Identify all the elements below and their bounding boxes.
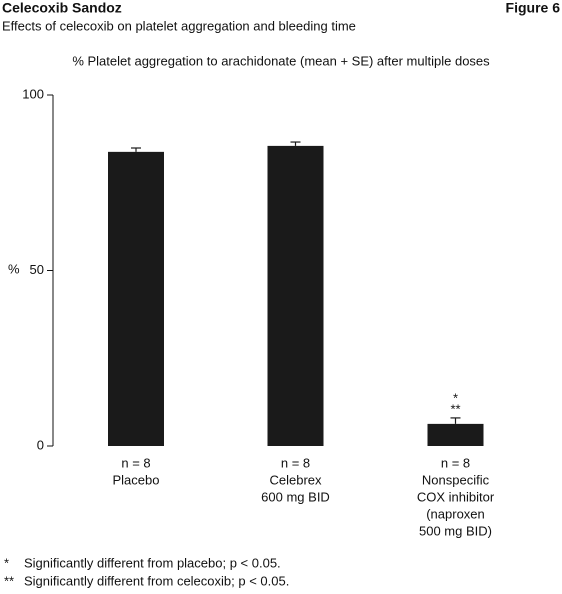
- x-tick-label: n = 8: [441, 455, 470, 470]
- y-tick-label: 0: [37, 437, 44, 452]
- y-tick-label: 50: [30, 262, 44, 277]
- x-tick-label: COX inhibitor: [417, 489, 495, 504]
- x-tick-label: (naproxen: [426, 506, 485, 521]
- error-bar: [290, 141, 301, 146]
- x-tick-label: Celebrex: [269, 472, 322, 487]
- bar: [427, 423, 484, 446]
- footnote-text: Significantly different from celecoxib; …: [24, 573, 289, 588]
- footnote-symbol: **: [4, 573, 14, 588]
- footnote-text: Significantly different from placebo; p …: [24, 555, 281, 570]
- figure-label: Figure 6: [506, 0, 561, 16]
- x-tick-label: 600 mg BID: [261, 489, 330, 504]
- x-tick-label: n = 8: [281, 455, 310, 470]
- x-tick-label: 500 mg BID): [419, 523, 492, 538]
- header-title: Celecoxib Sandoz: [2, 0, 122, 16]
- chart-title: % Platelet aggregation to arachidonate (…: [72, 53, 490, 68]
- y-tick-label: 100: [22, 86, 44, 101]
- error-bar: [450, 417, 461, 424]
- error-bar: [131, 147, 141, 152]
- x-tick-label: Placebo: [113, 472, 160, 487]
- x-tick-label: Nonspecific: [422, 472, 490, 487]
- annotation: **: [450, 401, 460, 416]
- bar: [267, 145, 324, 446]
- annotation: *: [453, 390, 458, 405]
- bar: [108, 151, 164, 446]
- subtitle: Effects of celecoxib on platelet aggrega…: [2, 18, 356, 33]
- footnote-symbol: *: [4, 555, 9, 570]
- x-tick-label: n = 8: [121, 455, 150, 470]
- y-axis-label: %: [8, 261, 20, 276]
